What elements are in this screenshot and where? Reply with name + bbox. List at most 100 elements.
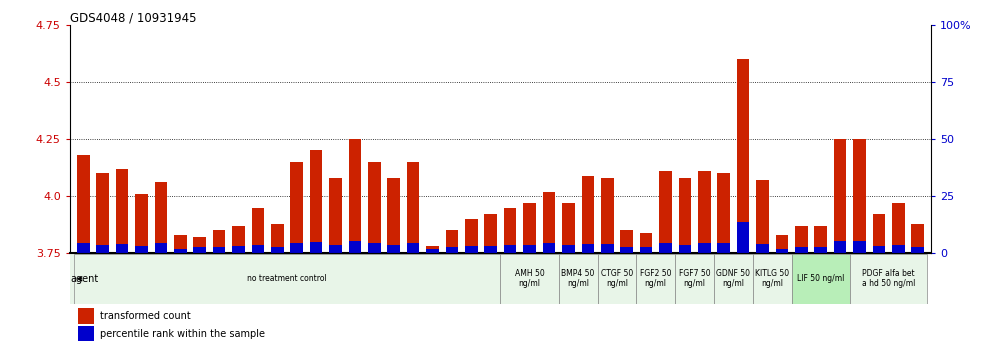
- Bar: [154, 182, 167, 253]
- Bar: [872, 246, 885, 253]
- Bar: [911, 247, 924, 253]
- Bar: [97, 245, 109, 253]
- Bar: [717, 173, 730, 253]
- Bar: [659, 243, 671, 253]
- Bar: [154, 243, 167, 253]
- Bar: [252, 245, 264, 253]
- Bar: [776, 235, 788, 253]
- Bar: [77, 155, 90, 253]
- Bar: [678, 178, 691, 253]
- Bar: [291, 243, 303, 253]
- Bar: [369, 243, 380, 253]
- Bar: [79, 326, 94, 341]
- Bar: [387, 178, 400, 253]
- Text: PDGF alfa bet
a hd 50 ng/ml: PDGF alfa bet a hd 50 ng/ml: [862, 269, 915, 289]
- Bar: [639, 233, 652, 253]
- Bar: [135, 194, 147, 253]
- Bar: [79, 308, 94, 324]
- Bar: [621, 247, 632, 253]
- Bar: [330, 245, 342, 253]
- Bar: [598, 254, 636, 304]
- Bar: [406, 243, 419, 253]
- Bar: [911, 223, 924, 253]
- Bar: [116, 244, 128, 253]
- Text: FGF2 50
ng/ml: FGF2 50 ng/ml: [640, 269, 671, 289]
- Bar: [213, 230, 225, 253]
- Bar: [484, 246, 497, 253]
- Bar: [465, 246, 478, 253]
- Bar: [349, 139, 362, 253]
- Bar: [854, 139, 866, 253]
- Bar: [854, 241, 866, 253]
- Bar: [582, 176, 595, 253]
- Bar: [174, 249, 186, 253]
- Bar: [717, 243, 730, 253]
- Bar: [737, 222, 749, 253]
- Bar: [369, 162, 380, 253]
- Bar: [698, 171, 710, 253]
- Bar: [756, 180, 769, 253]
- Bar: [892, 203, 904, 253]
- Bar: [310, 242, 323, 253]
- Bar: [892, 245, 904, 253]
- Bar: [97, 173, 109, 253]
- Bar: [562, 245, 575, 253]
- Bar: [815, 247, 827, 253]
- Bar: [116, 169, 128, 253]
- Text: AMH 50
ng/ml: AMH 50 ng/ml: [515, 269, 545, 289]
- Bar: [636, 254, 675, 304]
- Bar: [714, 254, 753, 304]
- Bar: [252, 207, 264, 253]
- Text: agent: agent: [70, 274, 99, 284]
- Bar: [74, 254, 500, 304]
- Bar: [621, 230, 632, 253]
- Bar: [834, 241, 847, 253]
- Text: CTGF 50
ng/ml: CTGF 50 ng/ml: [601, 269, 633, 289]
- Bar: [815, 226, 827, 253]
- Bar: [330, 178, 342, 253]
- Bar: [193, 237, 206, 253]
- Bar: [310, 150, 323, 253]
- Bar: [387, 245, 400, 253]
- Text: GDNF 50
ng/ml: GDNF 50 ng/ml: [716, 269, 750, 289]
- Bar: [523, 245, 536, 253]
- Bar: [639, 247, 652, 253]
- Bar: [445, 230, 458, 253]
- Bar: [601, 178, 614, 253]
- Text: GDS4048 / 10931945: GDS4048 / 10931945: [70, 12, 196, 25]
- Bar: [559, 254, 598, 304]
- Bar: [193, 247, 206, 253]
- Bar: [834, 139, 847, 253]
- Text: KITLG 50
ng/ml: KITLG 50 ng/ml: [755, 269, 789, 289]
- Bar: [582, 244, 595, 253]
- Bar: [77, 243, 90, 253]
- Text: BMP4 50
ng/ml: BMP4 50 ng/ml: [562, 269, 595, 289]
- Bar: [795, 226, 808, 253]
- Text: LIF 50 ng/ml: LIF 50 ng/ml: [797, 274, 845, 283]
- Bar: [523, 203, 536, 253]
- Bar: [675, 254, 714, 304]
- Bar: [776, 249, 788, 253]
- Text: FGF7 50
ng/ml: FGF7 50 ng/ml: [678, 269, 710, 289]
- Bar: [135, 246, 147, 253]
- Bar: [213, 247, 225, 253]
- Bar: [271, 247, 284, 253]
- Text: no treatment control: no treatment control: [247, 274, 327, 283]
- Bar: [753, 254, 792, 304]
- Bar: [737, 59, 749, 253]
- Bar: [426, 246, 439, 253]
- Bar: [291, 162, 303, 253]
- Bar: [504, 245, 517, 253]
- Bar: [698, 243, 710, 253]
- Bar: [601, 244, 614, 253]
- Bar: [232, 226, 245, 253]
- Bar: [406, 162, 419, 253]
- Bar: [756, 244, 769, 253]
- Bar: [484, 215, 497, 253]
- Bar: [174, 235, 186, 253]
- Bar: [562, 203, 575, 253]
- Bar: [795, 247, 808, 253]
- Bar: [872, 215, 885, 253]
- Bar: [271, 223, 284, 253]
- Bar: [659, 171, 671, 253]
